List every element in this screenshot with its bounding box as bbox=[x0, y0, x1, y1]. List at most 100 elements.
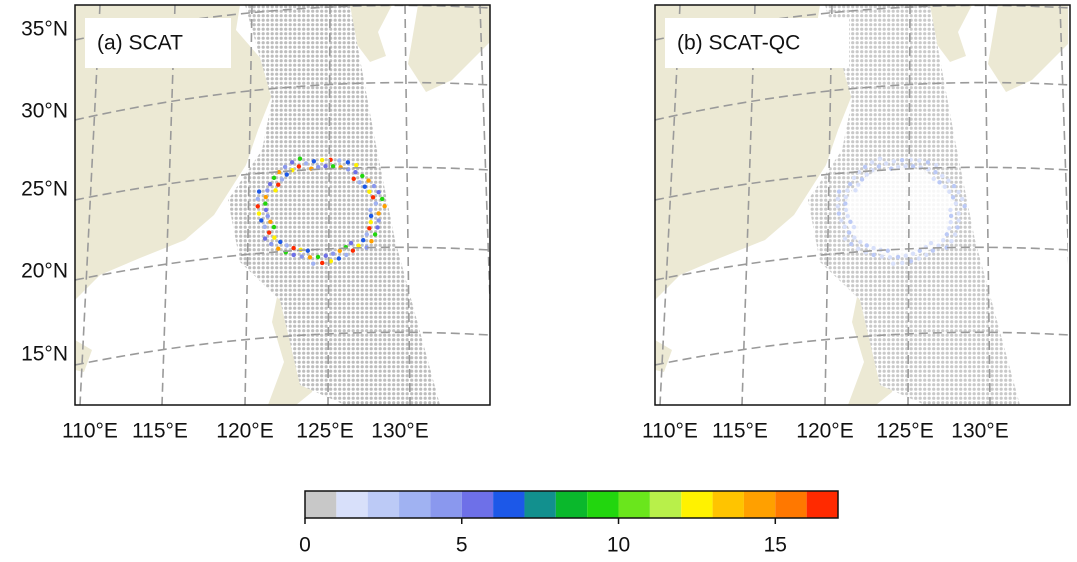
observation-dot bbox=[307, 255, 313, 260]
observation-dot bbox=[845, 213, 850, 219]
colorbar-swatch bbox=[555, 491, 588, 518]
observation-dot bbox=[380, 196, 385, 202]
observation-dot bbox=[273, 188, 278, 193]
observation-dot bbox=[262, 236, 268, 241]
observation-dot bbox=[344, 252, 349, 258]
observation-dot bbox=[839, 218, 844, 223]
lon-label: 110°E bbox=[62, 420, 118, 443]
observation-dot bbox=[916, 256, 922, 261]
observation-dot bbox=[903, 253, 908, 258]
observation-dot bbox=[267, 181, 273, 187]
observation-dot bbox=[856, 182, 861, 187]
observation-dot bbox=[282, 164, 288, 170]
lat-label: 30°N bbox=[21, 100, 68, 123]
observation-dot bbox=[885, 248, 891, 253]
map-frame bbox=[74, 4, 491, 406]
observation-dot bbox=[357, 180, 362, 185]
observation-dot bbox=[296, 164, 302, 169]
observation-dot bbox=[910, 164, 916, 169]
observation-dot bbox=[842, 236, 848, 241]
observation-dot bbox=[368, 207, 373, 213]
observation-dot bbox=[265, 188, 270, 193]
observation-dot bbox=[849, 241, 854, 247]
observation-dot bbox=[276, 182, 281, 187]
observation-dot bbox=[276, 246, 281, 251]
lon-label: 125°E bbox=[876, 420, 933, 443]
longitude-line bbox=[741, 5, 756, 405]
observation-dot bbox=[303, 161, 309, 166]
observation-dot bbox=[353, 169, 358, 175]
observation-dot bbox=[279, 177, 285, 182]
latitude-line bbox=[655, 166, 1068, 201]
observation-dot bbox=[917, 248, 922, 253]
observation-dot bbox=[895, 164, 901, 170]
observation-dot bbox=[345, 160, 351, 165]
latitude-line bbox=[75, 81, 490, 121]
observation-dot bbox=[291, 245, 296, 251]
observation-dot bbox=[268, 219, 273, 225]
observation-dot bbox=[843, 201, 848, 206]
latitude-line bbox=[655, 331, 1068, 366]
observation-dot bbox=[271, 224, 277, 230]
observation-dot bbox=[376, 211, 381, 216]
observation-dot bbox=[862, 164, 868, 170]
observation-dot bbox=[330, 164, 336, 169]
observation-dot bbox=[362, 184, 367, 189]
observation-dot bbox=[354, 163, 359, 168]
map-panel bbox=[75, 5, 490, 405]
observation-dot bbox=[944, 232, 950, 237]
observation-dot bbox=[367, 189, 372, 194]
observation-dot bbox=[328, 259, 334, 264]
lon-label: 120°E bbox=[216, 420, 273, 443]
latitude-line bbox=[75, 166, 490, 201]
observation-dot bbox=[364, 245, 369, 250]
lat-label: 15°N bbox=[21, 343, 68, 366]
observation-dot bbox=[856, 246, 861, 251]
observation-dot bbox=[284, 172, 289, 177]
observation-dot bbox=[864, 243, 869, 248]
panel-title: (b) SCAT-QC bbox=[677, 32, 800, 55]
observation-dot bbox=[364, 232, 370, 237]
land bbox=[655, 5, 852, 300]
observation-dot bbox=[845, 188, 850, 193]
observation-dot bbox=[846, 230, 852, 235]
observation-dot bbox=[947, 226, 952, 231]
longitude-line bbox=[659, 5, 681, 405]
observation-dot bbox=[879, 254, 885, 259]
observation-dot bbox=[336, 256, 342, 261]
lat-label: 25°N bbox=[21, 178, 68, 201]
observation-dot bbox=[948, 219, 953, 225]
colorbar-swatch bbox=[775, 491, 807, 518]
observation-dot bbox=[891, 261, 896, 266]
observation-dot bbox=[311, 159, 317, 164]
observation-dot bbox=[944, 245, 949, 250]
observation-dot bbox=[330, 251, 336, 256]
observation-dot bbox=[320, 260, 325, 266]
observation-dot bbox=[835, 196, 840, 202]
longitude-line bbox=[907, 5, 911, 405]
observation-dot bbox=[949, 238, 954, 244]
observation-dot bbox=[962, 204, 967, 209]
observation-dot bbox=[925, 160, 931, 165]
qc-gap bbox=[845, 167, 955, 257]
observation-dot bbox=[843, 207, 849, 213]
observation-dot bbox=[376, 218, 381, 223]
colorbar-swatch bbox=[649, 491, 682, 518]
longitude-line bbox=[1059, 5, 1068, 265]
lon-label: 130°E bbox=[371, 420, 428, 443]
colorbar-swatch bbox=[493, 491, 525, 518]
observation-dot bbox=[934, 163, 939, 168]
observation-dot bbox=[835, 204, 840, 209]
observation-dot bbox=[936, 243, 941, 248]
observation-dot bbox=[951, 183, 957, 189]
observation-dot bbox=[953, 201, 959, 206]
observation-dot bbox=[876, 164, 882, 169]
observation-dot bbox=[937, 180, 942, 185]
longitude-line bbox=[327, 5, 331, 405]
observation-dot bbox=[351, 176, 356, 181]
longitude-line bbox=[984, 5, 991, 405]
observation-dot bbox=[891, 159, 897, 164]
observation-dot bbox=[256, 189, 262, 194]
observation-dot bbox=[370, 195, 376, 200]
